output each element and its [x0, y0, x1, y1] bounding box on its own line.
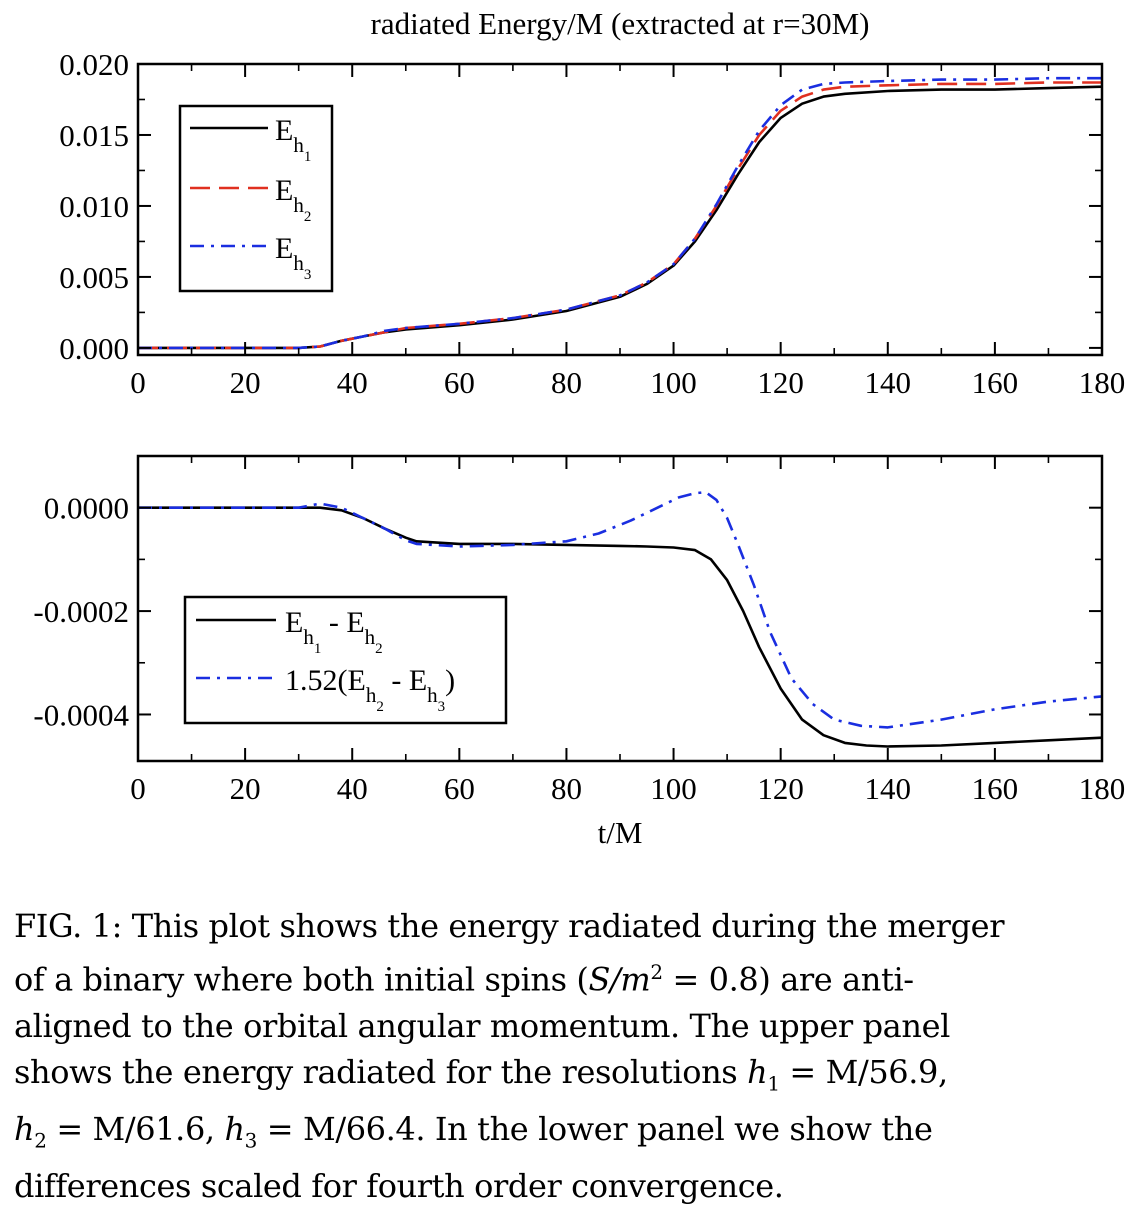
lower-x-axis-label: t/M — [598, 815, 643, 850]
x-tick-label: 20 — [230, 365, 261, 400]
caption-line-3: aligned to the orbital angular momentum.… — [14, 1006, 950, 1045]
y-tick-label: 0.0000 — [44, 491, 129, 526]
lower-series-layer — [138, 490, 1103, 748]
lower-ticks: 0 20 40 60 80 100 120 140 160 180 0.0000 -0.0002 -0.… — [33, 455, 1126, 806]
x-tick-label: 180 — [1079, 771, 1126, 806]
x-tick-label: 0 — [130, 771, 146, 806]
series-line-0-1 — [138, 81, 1102, 350]
upper-chart-title: radiated Energy/M (extracted at r=30M) — [371, 6, 870, 41]
y-tick-label: -0.0002 — [33, 594, 129, 629]
legend-label-e-h3: Eh3 — [275, 232, 311, 283]
x-tick-label: 100 — [650, 365, 697, 400]
lower-legend: Eh1 - Eh2 1.52(Eh2 - Eh3) — [183, 595, 508, 725]
x-tick-label: 120 — [757, 365, 804, 400]
caption-line-6: differences scaled for fourth order conv… — [14, 1167, 784, 1206]
x-tick-label: 40 — [337, 771, 368, 806]
caption-line-2: of a binary where both initial spins (S/… — [14, 960, 914, 999]
caption-line-1: FIG. 1: This plot shows the energy radia… — [14, 907, 1005, 945]
x-tick-label: 160 — [972, 771, 1019, 806]
x-tick-label: 80 — [551, 365, 582, 400]
figure: radiated Energy/M (extracted at r=30M) 0… — [33, 6, 1126, 850]
caption-line-5: h2 = M/61.6, h3 = M/66.4. In the lower p… — [14, 1110, 933, 1153]
y-tick-label: 0.015 — [59, 118, 129, 153]
legend-label-e-h1: Eh1 — [275, 114, 311, 165]
x-tick-label: 40 — [337, 365, 368, 400]
x-tick-label: 180 — [1079, 365, 1126, 400]
upper-legend-box — [178, 104, 334, 293]
upper-ticks: 0 20 40 60 80 100 120 140 160 180 0.000 0.005 0.010 0… — [59, 47, 1125, 400]
upper-series-layer — [138, 76, 1103, 350]
upper-legend: Eh1 Eh2 Eh3 — [178, 104, 334, 293]
legend-label-diff-h1-h2: Eh1 - Eh2 — [285, 606, 383, 657]
x-tick-label: 140 — [865, 365, 912, 400]
legend-label-e-h2: Eh2 — [275, 174, 311, 225]
x-tick-label: 80 — [551, 771, 582, 806]
x-tick-label: 0 — [130, 365, 146, 400]
x-tick-label: 100 — [650, 771, 697, 806]
caption-line-4: shows the energy radiated for the resolu… — [14, 1052, 948, 1096]
lower-legend-box — [183, 595, 508, 725]
figure-caption: FIG. 1: This plot shows the energy radia… — [14, 903, 1110, 1209]
x-tick-label: 140 — [865, 771, 912, 806]
series-line-1-1 — [138, 490, 1103, 729]
y-tick-label: 0.000 — [59, 331, 129, 366]
x-tick-label: 20 — [230, 771, 261, 806]
x-tick-label: 60 — [444, 771, 475, 806]
legend-label-scaled-diff-h2-h3: 1.52(Eh2 - Eh3) — [285, 664, 455, 715]
y-tick-label: 0.005 — [59, 260, 129, 295]
x-tick-label: 60 — [444, 365, 475, 400]
x-tick-label: 120 — [757, 771, 804, 806]
series-line-0-2 — [138, 76, 1102, 350]
y-tick-label: 0.020 — [59, 47, 129, 82]
x-tick-label: 160 — [972, 365, 1019, 400]
y-tick-label: 0.010 — [59, 189, 129, 224]
upper-panel: 0 20 40 60 80 100 120 140 160 180 0.000 0.005 0.010 0… — [59, 47, 1125, 400]
y-tick-label: -0.0004 — [33, 697, 129, 732]
lower-panel: 0 20 40 60 80 100 120 140 160 180 0.0000 -0.0002 -0.… — [33, 454, 1126, 806]
